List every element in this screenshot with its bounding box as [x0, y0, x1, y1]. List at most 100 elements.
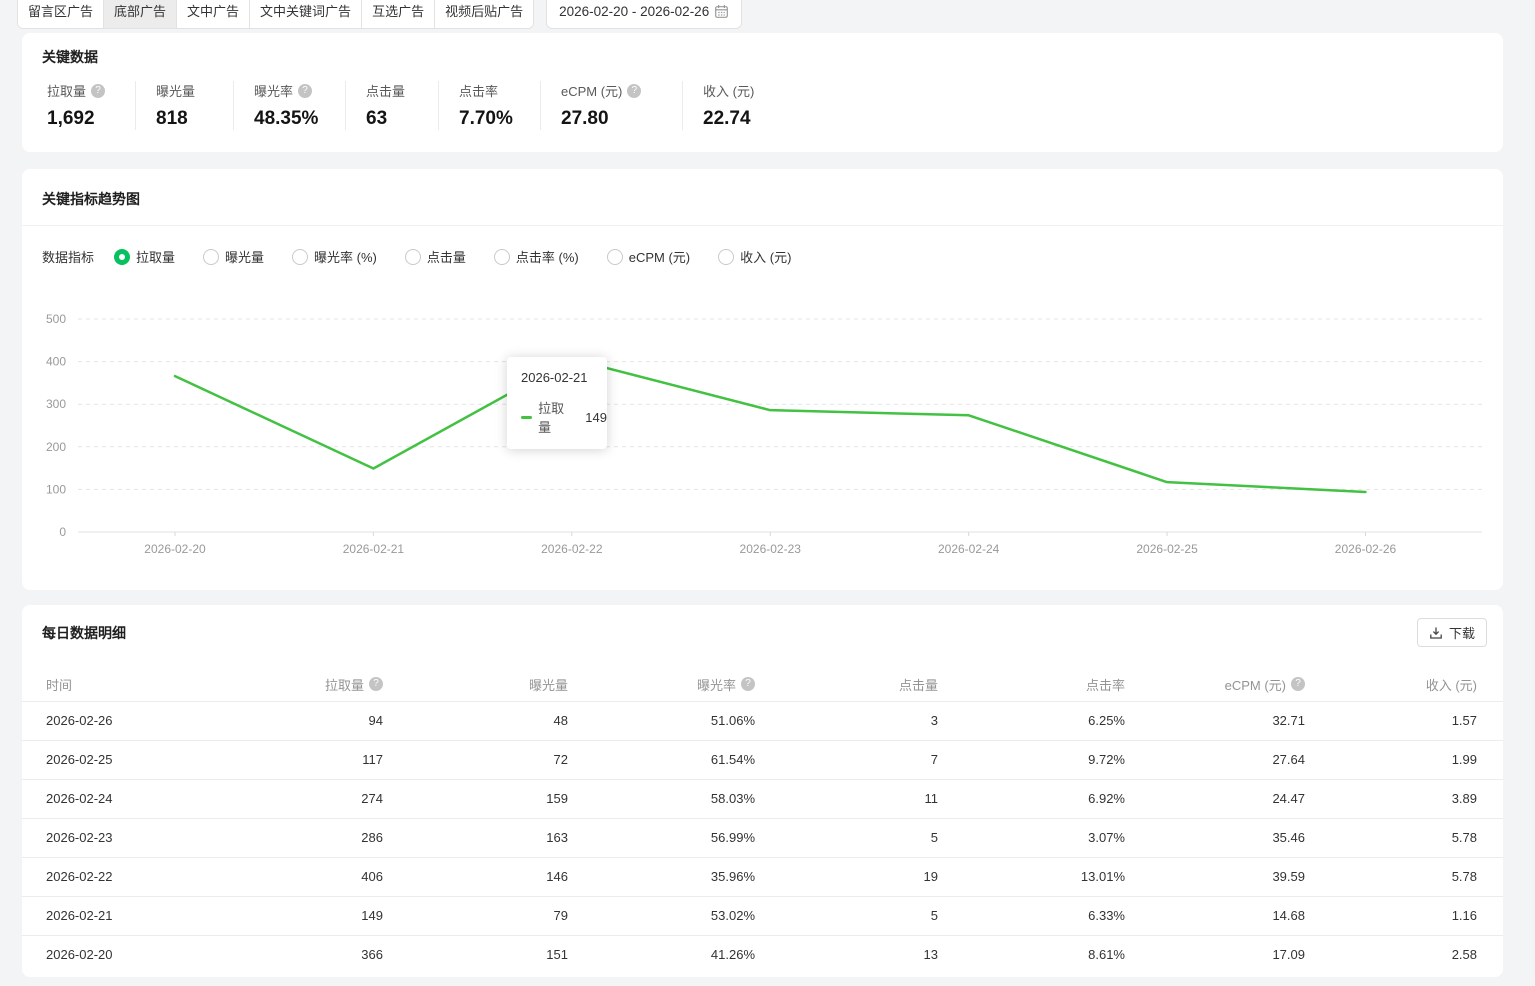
radio-label: 点击量: [426, 250, 466, 265]
radio-option-eCPM (元)[interactable]: eCPM (元): [606, 247, 691, 266]
top-bar: 留言区广告 底部广告 文中广告 文中关键词广告 互选广告 视频后贴广告 2026-02-2…: [17, 0, 743, 29]
radio-label: eCPM (元): [628, 250, 691, 265]
radio-option-拉取量[interactable]: 拉取量: [114, 247, 175, 266]
radio-option-收入 (元)[interactable]: 收入 (元): [718, 247, 791, 266]
column-header: 曝光量: [383, 668, 568, 701]
table-cell: 13.01%: [938, 856, 1125, 896]
radio-option-曝光量[interactable]: 曝光量: [203, 247, 264, 266]
help-icon[interactable]: ?: [741, 677, 755, 692]
column-header: 时间: [22, 668, 202, 701]
table-row: 2026-02-25 117 72 61.54% 7 9.72% 27.64 1.99: [22, 739, 1503, 779]
radio-icon: [606, 248, 623, 265]
tab-文中关键词广告[interactable]: 文中关键词广告: [249, 0, 362, 28]
ad-type-tabs: 留言区广告 底部广告 文中广告 文中关键词广告 互选广告 视频后贴广告: [17, 0, 535, 29]
radio-option-点击率 (%)[interactable]: 点击率 (%): [493, 247, 579, 266]
y-axis-label: 200: [46, 440, 66, 454]
x-axis-label: 2026-02-22: [541, 542, 603, 556]
table-cell: 51.06%: [568, 700, 755, 740]
table-row: 2026-02-26 94 48 51.06% 3 6.25% 32.71 1.57: [22, 700, 1503, 740]
tab-留言区广告[interactable]: 留言区广告: [18, 0, 104, 28]
table-cell: 406: [202, 856, 383, 896]
radio-icon: [292, 248, 309, 265]
table-cell: 2026-02-23: [22, 817, 202, 857]
help-icon[interactable]: ?: [91, 83, 106, 98]
column-header-text: 拉取量: [324, 677, 364, 693]
metric-value: 27.80: [561, 108, 609, 129]
key-metrics-row: 拉取量? 1,692 曝光量 818 曝光率? 48.35% 点击量 63 点击率 7.70% eC…: [22, 81, 1503, 130]
column-header: 点击率: [938, 668, 1125, 701]
table-cell: 7: [755, 739, 938, 779]
metric-selector: 数据指标 拉取量 曝光量 曝光率 (%) 点击量 点击率 (%) eCPM (元) 收入 (…: [42, 247, 819, 266]
y-axis-label: 0: [59, 525, 66, 539]
table-cell: 61.54%: [568, 739, 755, 779]
table-cell: 274: [202, 778, 383, 818]
tooltip-date: 2026-02-21: [521, 370, 588, 385]
metric-selector-label: 数据指标: [42, 250, 95, 265]
help-icon[interactable]: ?: [369, 677, 383, 692]
table-cell: 3: [755, 700, 938, 740]
radio-option-曝光率 (%)[interactable]: 曝光率 (%): [292, 247, 377, 266]
trend-panel: 关键指标趋势图 数据指标 拉取量 曝光量 曝光率 (%) 点击量 点击率 (%) eCPM…: [22, 169, 1503, 590]
metric-radio-group: 拉取量 曝光量 曝光率 (%) 点击量 点击率 (%) eCPM (元) 收入 (元): [114, 247, 819, 266]
series-line-拉取量: [173, 357, 1367, 494]
metric-value: 1,692: [47, 108, 95, 129]
metric-label-text: 点击率: [459, 84, 499, 99]
help-icon[interactable]: ?: [1291, 677, 1305, 692]
x-axis-label: 2026-02-24: [938, 542, 1000, 556]
tab-底部广告[interactable]: 底部广告: [103, 0, 177, 28]
metric-label-text: 点击量: [366, 84, 406, 99]
daily-data-panel: 每日数据明细 下载 时间 拉取量? 曝光量 曝光率? 点击量 点击率 eCPM (元)? 收入…: [22, 605, 1503, 977]
metric-item: 收入 (元) 22.74: [682, 81, 862, 130]
table-header-row: 时间 拉取量? 曝光量 曝光率? 点击量 点击率 eCPM (元)? 收入 (元): [22, 668, 1503, 701]
table-cell: 24.47: [1125, 778, 1305, 818]
table-cell: 19: [755, 856, 938, 896]
table-cell: 5: [755, 895, 938, 935]
x-axis-label: 2026-02-25: [1136, 542, 1198, 556]
tab-文中广告[interactable]: 文中广告: [176, 0, 250, 28]
column-header-text: eCPM (元): [1224, 677, 1286, 693]
table-cell: 5.78: [1305, 817, 1503, 857]
help-icon[interactable]: ?: [627, 83, 642, 98]
download-button[interactable]: 下载: [1416, 618, 1487, 647]
table-cell: 94: [202, 700, 383, 740]
x-axis-label: 2026-02-20: [144, 542, 206, 556]
table-cell: 5.78: [1305, 856, 1503, 896]
metric-label: 点击量: [366, 81, 438, 100]
radio-label: 曝光率 (%): [314, 250, 377, 265]
table-cell: 6.25%: [938, 700, 1125, 740]
table-cell: 5: [755, 817, 938, 857]
table-cell: 53.02%: [568, 895, 755, 935]
metric-item: 点击率 7.70%: [438, 81, 540, 130]
tab-互选广告[interactable]: 互选广告: [361, 0, 435, 28]
table-cell: 3.89: [1305, 778, 1503, 818]
date-range-picker[interactable]: 2026-02-20 - 2026-02-26: [546, 0, 743, 29]
metric-item: 点击量 63: [345, 81, 438, 130]
table-cell: 146: [383, 856, 568, 896]
metric-label: 曝光量: [156, 81, 233, 100]
metric-label: 曝光率?: [254, 81, 345, 100]
table-cell: 286: [202, 817, 383, 857]
table-cell: 2026-02-26: [22, 700, 202, 740]
column-header: 收入 (元): [1305, 668, 1503, 701]
help-icon[interactable]: ?: [298, 83, 313, 98]
y-axis-label: 300: [46, 397, 66, 411]
radio-option-点击量[interactable]: 点击量: [404, 247, 466, 266]
table-cell: 79: [383, 895, 568, 935]
x-axis-label: 2026-02-21: [343, 542, 405, 556]
radio-icon: [718, 248, 735, 265]
tooltip-value: 149: [585, 409, 607, 425]
radio-icon: [404, 248, 421, 265]
radio-label: 曝光量: [225, 250, 265, 265]
column-header: 曝光率?: [568, 668, 755, 701]
x-axis-label: 2026-02-23: [740, 542, 802, 556]
table-cell: 366: [202, 934, 383, 974]
table-cell: 149: [202, 895, 383, 935]
key-data-panel: 关键数据 拉取量? 1,692 曝光量 818 曝光率? 48.35% 点击量 63 点击率 7.…: [22, 33, 1503, 152]
metric-label: 拉取量?: [47, 81, 135, 100]
metric-label-text: eCPM (元): [561, 84, 623, 99]
metric-value: 22.74: [703, 108, 751, 129]
tab-视频后贴广告[interactable]: 视频后贴广告: [434, 0, 534, 28]
table-cell: 58.03%: [568, 778, 755, 818]
table-row: 2026-02-23 286 163 56.99% 5 3.07% 35.46 5.78: [22, 817, 1503, 857]
